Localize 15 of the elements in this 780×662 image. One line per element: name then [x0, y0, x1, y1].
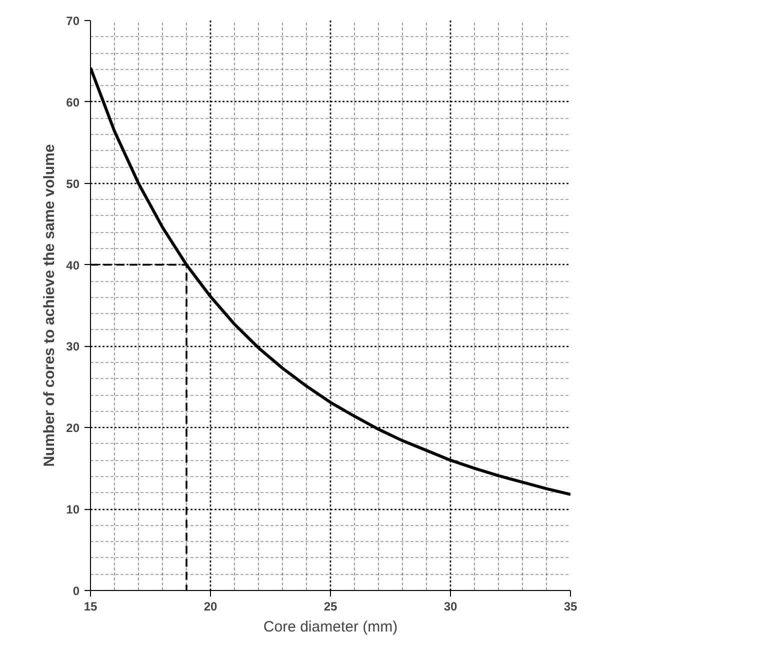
- y-tick-label: 40: [66, 258, 80, 272]
- x-tick-label: 25: [324, 600, 338, 614]
- y-tick-label: 0: [72, 584, 80, 598]
- y-tick-label: 10: [66, 502, 80, 517]
- x-tick-label: 30: [444, 600, 458, 614]
- y-tick-label: 70: [66, 14, 80, 28]
- y-tick-label: 20: [66, 421, 80, 436]
- x-axis-title: Core diameter (mm): [263, 618, 398, 636]
- y-tick-label: 50: [66, 176, 80, 191]
- x-tick-label: 20: [204, 600, 218, 614]
- x-tick-label: 35: [564, 600, 578, 614]
- x-tick-label: 15: [84, 600, 98, 614]
- y-axis-title: Number of cores to achieve the same volume: [41, 144, 58, 467]
- y-tick-label: 30: [66, 340, 80, 354]
- y-tick-label: 60: [66, 95, 80, 110]
